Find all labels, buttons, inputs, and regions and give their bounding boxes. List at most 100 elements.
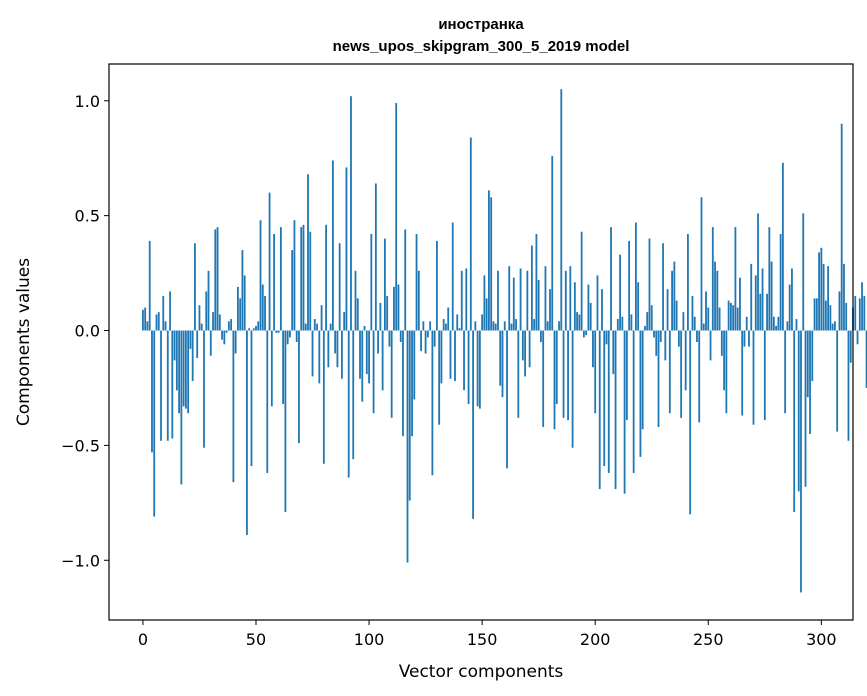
bar-134 <box>445 323 447 331</box>
bar-274 <box>761 268 764 331</box>
bar-295 <box>809 330 811 434</box>
bar-5 <box>153 330 156 517</box>
bar-254 <box>716 270 719 331</box>
x-tick-label: 150 <box>467 630 498 649</box>
bar-215 <box>628 240 631 331</box>
bar-22 <box>191 330 194 382</box>
bar-242 <box>689 330 692 515</box>
bar-237 <box>677 330 680 347</box>
bar-27 <box>203 330 205 448</box>
bar-2 <box>146 321 149 331</box>
bar-213 <box>623 330 626 494</box>
bar-117 <box>406 330 409 563</box>
bar-290 <box>797 330 800 492</box>
bar-278 <box>770 261 773 331</box>
bar-173 <box>533 319 536 331</box>
bar-126 <box>426 330 429 338</box>
bar-96 <box>359 330 361 379</box>
bar-248 <box>702 323 705 331</box>
y-tick-label: −1.0 <box>61 551 100 570</box>
bar-137 <box>451 222 454 331</box>
bar-275 <box>763 330 766 421</box>
bar-series <box>142 89 867 593</box>
bar-249 <box>705 291 707 331</box>
bar-92 <box>350 96 352 331</box>
bar-150 <box>481 314 484 331</box>
chart-title-line-1: иностранка <box>438 16 524 33</box>
bar-233 <box>668 330 671 414</box>
bar-176 <box>540 330 542 342</box>
bar-293 <box>804 330 807 487</box>
bar-43 <box>239 298 242 331</box>
bar-217 <box>632 330 635 473</box>
bar-167 <box>519 268 522 331</box>
bar-88 <box>341 330 343 379</box>
bar-63 <box>284 330 287 513</box>
bar-187 <box>564 270 567 331</box>
bar-203 <box>601 289 603 331</box>
x-tick-label: 300 <box>806 630 837 649</box>
bar-204 <box>603 330 606 467</box>
bar-143 <box>465 268 468 331</box>
bar-172 <box>530 245 533 331</box>
bar-18 <box>182 330 185 407</box>
bar-136 <box>449 330 452 379</box>
bar-123 <box>420 330 422 352</box>
bar-41 <box>234 330 237 354</box>
bar-118 <box>408 330 411 501</box>
bar-106 <box>381 330 384 391</box>
bar-298 <box>815 298 818 331</box>
bar-112 <box>395 103 398 331</box>
bar-138 <box>454 330 456 382</box>
bar-236 <box>675 300 678 331</box>
bar-57 <box>270 330 273 407</box>
bar-225 <box>650 305 653 331</box>
bar-23 <box>194 243 196 331</box>
bar-17 <box>180 330 183 485</box>
bar-130 <box>436 240 438 331</box>
bar-258 <box>725 330 728 414</box>
y-tick-label: 1.0 <box>75 92 100 111</box>
bar-264 <box>739 277 741 331</box>
bar-31 <box>212 312 214 331</box>
bar-190 <box>571 330 574 448</box>
bar-110 <box>390 330 393 418</box>
bar-181 <box>551 155 554 331</box>
bar-40 <box>232 330 235 483</box>
bar-60 <box>277 330 280 333</box>
bar-80 <box>322 330 325 464</box>
bar-9 <box>162 296 165 331</box>
bar-207 <box>610 227 612 331</box>
bar-59 <box>275 330 278 333</box>
bar-62 <box>282 330 285 405</box>
bar-91 <box>347 330 350 478</box>
bar-315 <box>854 296 857 331</box>
bar-179 <box>546 321 549 331</box>
bar-245 <box>696 330 698 342</box>
bar-45 <box>243 275 246 331</box>
bar-127 <box>429 321 432 331</box>
bar-296 <box>811 330 814 382</box>
bar-232 <box>666 289 669 331</box>
bar-104 <box>377 330 380 354</box>
bar-199 <box>592 330 594 368</box>
bar-15 <box>175 330 178 391</box>
bar-221 <box>641 330 644 430</box>
bar-306 <box>834 321 836 331</box>
bar-48 <box>250 330 253 467</box>
bar-309 <box>840 123 843 331</box>
bar-214 <box>625 330 628 421</box>
y-tick-label: 0.5 <box>75 207 100 226</box>
bar-51 <box>257 321 260 331</box>
bar-166 <box>517 330 520 418</box>
bar-260 <box>729 302 732 331</box>
bar-64 <box>286 330 289 345</box>
bar-219 <box>637 282 640 331</box>
bar-102 <box>372 330 375 414</box>
x-axis-ticks: 0 50 100 150 200 250 300 <box>138 620 837 649</box>
bar-259 <box>727 300 730 331</box>
bar-16 <box>178 330 181 414</box>
bar-114 <box>399 330 402 342</box>
bar-300 <box>820 247 823 331</box>
